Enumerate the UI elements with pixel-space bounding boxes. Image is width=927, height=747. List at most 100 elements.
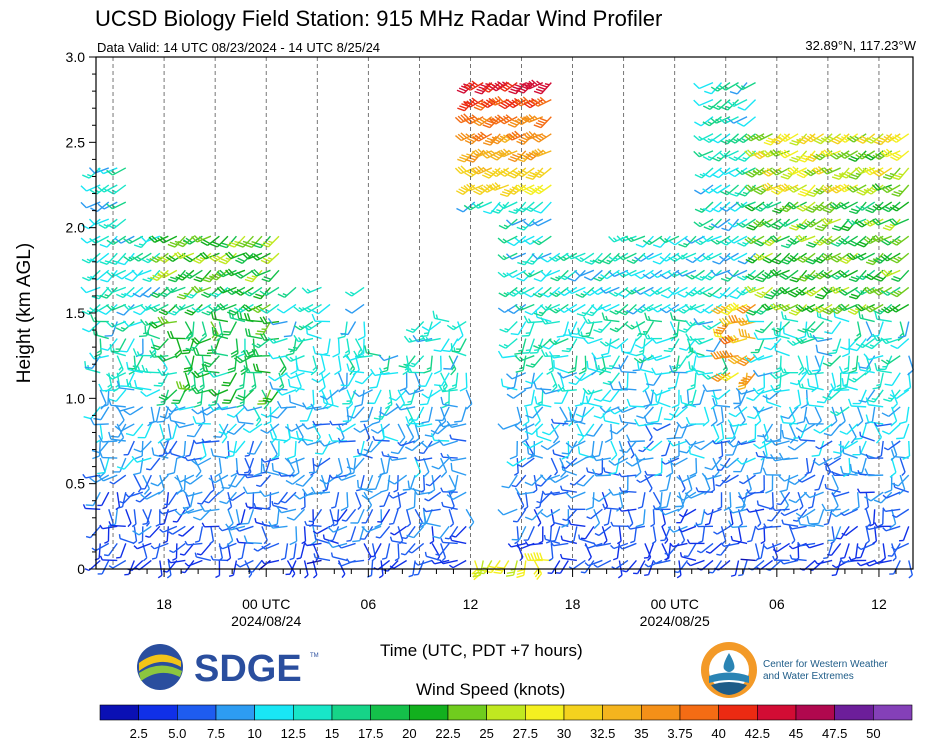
x-tick-label: 12: [871, 596, 887, 612]
wind-barb: [754, 509, 762, 528]
wind-barb: [706, 338, 723, 353]
wind-barb: [797, 491, 804, 511]
wind-barb: [686, 338, 694, 359]
wind-barb: [166, 457, 178, 476]
wind-barb: [88, 218, 110, 226]
wind-barb: [696, 542, 714, 554]
wind-barb: [210, 235, 229, 248]
colorbar-swatch: [447, 704, 487, 721]
wind-barb: [182, 506, 203, 514]
wind-barb: [788, 542, 807, 550]
wind-barb: [814, 559, 833, 565]
wind-barb: [523, 315, 543, 324]
wind-barb: [593, 321, 612, 334]
wind-barb: [644, 423, 653, 442]
wind-barb: [609, 423, 629, 435]
wind-barb: [612, 355, 629, 370]
wind-barb: [626, 398, 645, 408]
wind-barb: [225, 251, 246, 260]
wind-barb: [243, 473, 263, 479]
wind-barb: [617, 560, 623, 579]
wind-barb: [796, 133, 816, 145]
wind-barb: [448, 372, 459, 391]
wind-barb: [193, 457, 202, 478]
wind-barb: [488, 182, 509, 191]
wind-barb: [146, 457, 161, 471]
wind-barb: [131, 252, 152, 262]
wind-barb: [451, 525, 467, 538]
wind-barb: [167, 558, 186, 564]
wind-barb: [148, 406, 161, 424]
wind-barb: [455, 132, 476, 142]
wind-barb: [166, 330, 186, 340]
wind-barb: [652, 423, 671, 432]
wind-barb: [652, 505, 671, 511]
wind-barb: [558, 269, 578, 281]
wind-barb: [523, 492, 529, 511]
wind-barb: [553, 360, 569, 374]
wind-barb: [684, 438, 705, 446]
wind-barb: [108, 389, 127, 402]
wind-barb: [228, 560, 238, 577]
wind-barb: [116, 380, 135, 391]
wind-barb: [85, 491, 101, 507]
wind-barb: [99, 524, 118, 530]
wind-barb: [215, 560, 221, 579]
wind-barb: [899, 457, 906, 476]
wind-barb: [565, 440, 586, 449]
wind-barb: [276, 389, 297, 396]
wind-barb: [183, 355, 195, 373]
colorbar-label: 12.5: [281, 726, 306, 741]
wind-barb: [214, 457, 223, 478]
wind-barb: [727, 506, 748, 514]
wind-barb: [253, 235, 271, 249]
wind-barb: [581, 321, 595, 338]
wind-barb: [439, 406, 447, 427]
wind-barb: [337, 542, 356, 549]
wind-barb: [192, 416, 211, 425]
wind-barb: [276, 400, 297, 409]
cw3e-line2: and Water Extremes: [763, 671, 854, 682]
wind-barb: [650, 389, 671, 396]
wind-barb: [117, 252, 135, 266]
wind-barb: [720, 526, 727, 545]
wind-barb: [328, 526, 340, 542]
wind-barb: [201, 303, 220, 316]
wind-barb: [752, 353, 773, 361]
wind-barb: [829, 508, 850, 518]
wind-barb: [242, 286, 263, 297]
wind-barb: [157, 368, 177, 377]
wind-barb: [744, 235, 765, 245]
wind-barb: [301, 286, 322, 294]
x-tick-date: 2024/08/25: [640, 613, 710, 629]
wind-barb: [805, 321, 825, 333]
wind-barb: [644, 312, 663, 323]
wind-barb: [394, 543, 400, 562]
wind-barb: [314, 534, 331, 545]
wind-barb: [393, 475, 399, 493]
wind-barb: [797, 379, 816, 391]
wind-barb: [449, 535, 467, 545]
wind-barb: [651, 367, 671, 376]
wind-barb: [826, 542, 842, 556]
wind-barb: [278, 471, 297, 477]
wind-barb: [269, 423, 278, 444]
wind-barb: [194, 526, 204, 543]
wind-barb: [261, 235, 280, 248]
wind-barb: [80, 235, 101, 244]
wind-barb: [92, 326, 109, 340]
wind-barb: [712, 397, 731, 408]
colorbar-swatch: [679, 704, 719, 721]
wind-barb: [855, 338, 876, 349]
wind-barb: [601, 526, 608, 545]
wind-barb: [132, 286, 152, 298]
wind-barb: [779, 475, 791, 493]
wind-barb: [702, 269, 722, 281]
wind-barb: [735, 81, 756, 91]
wind-barb: [634, 457, 642, 478]
wind-barb: [664, 543, 672, 561]
wind-barb: [132, 348, 152, 357]
wind-barb: [842, 338, 850, 358]
wind-barb: [98, 450, 118, 459]
wind-barb: [260, 559, 280, 565]
